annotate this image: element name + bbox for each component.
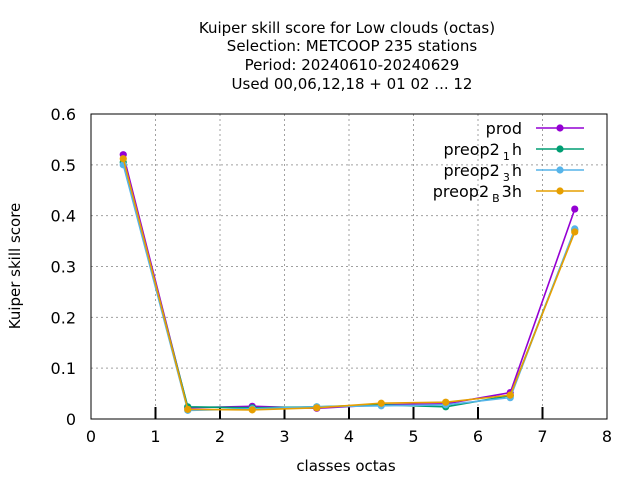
title-line-4: Used 00,06,12,18 + 01 02 ... 12: [232, 75, 473, 93]
legend-entry-3: preop2 3 h: [444, 161, 584, 184]
data-point: [571, 205, 579, 213]
legend-entry-4: preop2 B 3h: [433, 182, 584, 205]
data-point: [506, 391, 514, 399]
legend-label: prod: [486, 119, 522, 138]
title-line-3: Period: 20240610-20240629: [245, 56, 460, 74]
y-tick-label: 0: [66, 410, 76, 429]
legend-entry-1: prod: [486, 119, 584, 138]
legend-marker: [556, 166, 564, 174]
x-axis-label: classes octas: [296, 457, 396, 475]
x-tick-label: 0: [86, 427, 96, 446]
x-tick-label: 3: [279, 427, 289, 446]
x-tick-label: 6: [473, 427, 483, 446]
y-axis-label: Kuiper skill score: [6, 203, 24, 330]
x-tick-label: 8: [602, 427, 612, 446]
title-line-2: Selection: METCOOP 235 stations: [227, 37, 478, 55]
x-tick-label: 2: [215, 427, 225, 446]
data-point: [248, 406, 256, 414]
axis-ticks: 0 1 2 3 4 5 6 7 8 0 0.1 0.2 0.3 0.4 0.5 0.6: [51, 105, 613, 446]
legend-marker: [556, 124, 564, 132]
series-group: [119, 151, 579, 414]
y-tick-label: 0.3: [51, 258, 76, 277]
legend-label: preop2 B 3h: [433, 182, 522, 205]
legend-label: preop2 1 h: [444, 140, 523, 163]
x-tick-label: 1: [150, 427, 160, 446]
y-tick-label: 0.4: [51, 207, 76, 226]
y-tick-label: 0.5: [51, 156, 76, 175]
data-point: [184, 405, 192, 413]
series-4: [119, 155, 579, 414]
data-point: [442, 398, 450, 406]
series-line: [122, 164, 576, 412]
x-tick-label: 4: [344, 427, 354, 446]
legend-label: preop2 3 h: [444, 161, 523, 184]
y-tick-label: 0.6: [51, 105, 76, 124]
data-point: [377, 399, 385, 407]
y-tick-label: 0.1: [51, 359, 76, 378]
data-point: [313, 404, 321, 412]
legend-entry-2: preop2 1 h: [444, 140, 584, 163]
series-line: [122, 158, 576, 411]
legend-marker: [556, 187, 564, 195]
plot-frame: [90, 113, 608, 420]
grid: [91, 114, 607, 419]
legend-marker: [556, 145, 564, 153]
x-tick-label: 5: [408, 427, 418, 446]
y-tick-label: 0.2: [51, 308, 76, 327]
x-tick-label: 7: [537, 427, 547, 446]
data-point: [571, 228, 579, 236]
chart-title: Kuiper skill score for Low clouds (octas…: [199, 19, 495, 93]
data-point: [119, 155, 127, 163]
title-line-1: Kuiper skill score for Low clouds (octas…: [199, 19, 495, 37]
